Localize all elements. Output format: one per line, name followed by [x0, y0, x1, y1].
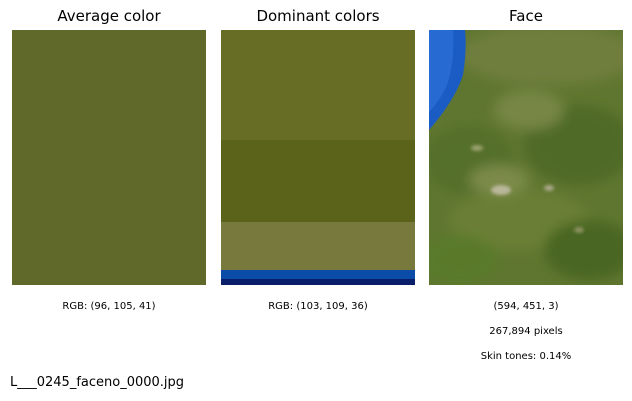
average-color-swatch — [12, 30, 206, 285]
dominant-color-stripe — [221, 140, 415, 222]
dominant-colors-title: Dominant colors — [256, 7, 380, 25]
dominant-color-stripe — [221, 279, 415, 285]
face-title: Face — [509, 7, 543, 25]
dominant-color-stripe — [221, 222, 415, 270]
average-rgb-label: RGB: (96, 105, 41) — [62, 301, 156, 312]
average-color-title: Average color — [57, 7, 161, 25]
image-filename: L___0245_faceno_0000.jpg — [10, 375, 185, 390]
face-pixel-count-label: 267,894 pixels — [489, 326, 563, 337]
face-crop-image — [429, 30, 623, 285]
dominant-colors-bar — [221, 30, 415, 285]
face-skin-tones-label: Skin tones: 0.14% — [480, 351, 572, 362]
dominant-color-stripe — [221, 30, 415, 140]
face-dimensions-label: (594, 451, 3) — [493, 301, 559, 312]
dominant-color-stripe — [221, 270, 415, 279]
dominant-rgb-label: RGB: (103, 109, 36) — [268, 301, 368, 312]
